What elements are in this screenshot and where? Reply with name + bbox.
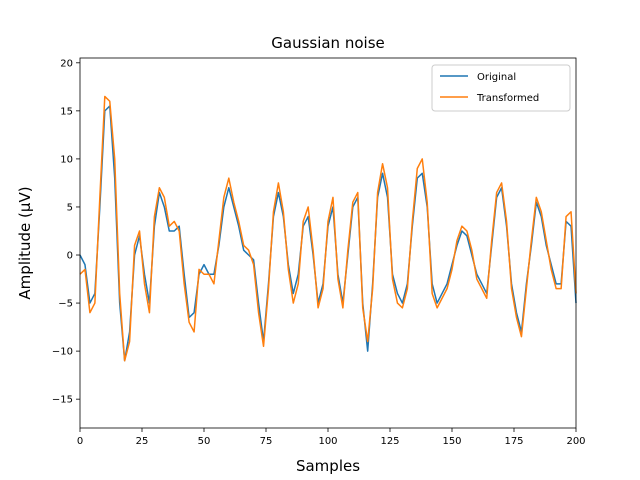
y-tick-label: 20 <box>60 58 73 69</box>
series-line-transformed <box>79 95 577 362</box>
x-axis-label: Samples <box>296 457 360 475</box>
y-tick-label: −10 <box>52 347 73 358</box>
y-tick-label: −5 <box>58 299 73 310</box>
x-tick-label: 125 <box>380 436 399 447</box>
x-tick-label: 75 <box>260 436 273 447</box>
x-tick-label: 50 <box>198 436 211 447</box>
legend-label-original: Original <box>477 72 516 83</box>
x-tick-label: 200 <box>566 436 585 447</box>
x-tick-label: 150 <box>442 436 461 447</box>
y-axis-ticks: −15 −10 −5 0 5 10 15 20 <box>52 58 80 406</box>
plot-area <box>80 58 576 428</box>
x-tick-label: 100 <box>318 436 337 447</box>
chart-title: Gaussian noise <box>271 34 384 52</box>
x-tick-label: 0 <box>77 436 83 447</box>
y-tick-label: 5 <box>67 202 73 213</box>
x-tick-label: 175 <box>504 436 523 447</box>
y-tick-label: −15 <box>52 395 73 406</box>
x-axis-ticks: 0 25 50 75 100 125 150 175 200 <box>77 428 586 447</box>
x-tick-label: 25 <box>136 436 149 447</box>
y-axis-label: Amplitude (µV) <box>16 186 34 299</box>
y-tick-label: 15 <box>60 106 73 117</box>
y-tick-label: 10 <box>60 154 73 165</box>
series-layer <box>79 95 577 362</box>
legend: Original Transformed <box>431 64 571 112</box>
legend-label-transformed: Transformed <box>476 93 539 104</box>
y-tick-label: 0 <box>67 251 73 262</box>
plot-frame <box>79 57 577 429</box>
